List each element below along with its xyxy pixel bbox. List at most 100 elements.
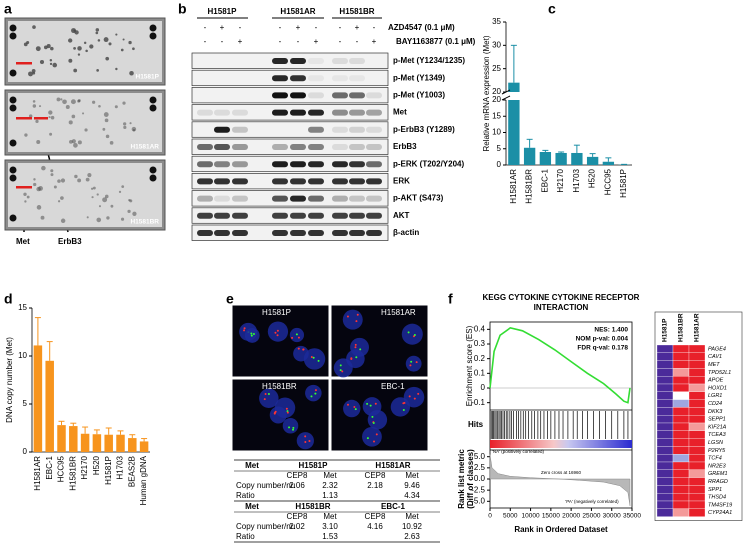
treatment-sign: - bbox=[204, 37, 207, 46]
fish-signal bbox=[303, 348, 305, 350]
array-spot bbox=[78, 53, 80, 55]
x-tick-label: 20000 bbox=[562, 513, 580, 520]
array-spot bbox=[132, 212, 136, 216]
heatmap-cell bbox=[657, 376, 673, 384]
array-spot bbox=[105, 57, 109, 61]
bar bbox=[57, 425, 65, 452]
table-subheader: Met bbox=[405, 471, 419, 480]
bar bbox=[34, 345, 42, 452]
array-spot bbox=[33, 183, 36, 186]
blot-band bbox=[332, 127, 348, 133]
treatment-sign: + bbox=[296, 23, 301, 32]
table-cell: 2.18 bbox=[367, 481, 383, 490]
table-cell: 2.63 bbox=[404, 532, 420, 541]
array-spot bbox=[73, 69, 77, 73]
fish-signal bbox=[318, 360, 320, 362]
fish-signal bbox=[287, 412, 289, 414]
heatmap-cell bbox=[673, 415, 689, 423]
blot-band bbox=[232, 127, 248, 133]
x-tick-label: H2170 bbox=[80, 455, 89, 479]
blot-band bbox=[214, 144, 230, 150]
table-cell: 9.46 bbox=[404, 481, 420, 490]
chart-title: KEGG CYTOKINE CYTOKINE RECEPTOR bbox=[483, 293, 640, 302]
array-spot bbox=[50, 63, 52, 65]
table-cell: 1.13 bbox=[322, 491, 338, 500]
blot-band bbox=[290, 178, 306, 184]
bar bbox=[45, 361, 53, 452]
array-spot bbox=[95, 32, 98, 35]
heatmap-cell bbox=[657, 423, 673, 431]
fish-signal bbox=[265, 393, 267, 395]
table-row-label: Ratio bbox=[236, 491, 255, 500]
array-spot bbox=[36, 140, 40, 144]
array-spot bbox=[129, 71, 134, 76]
array-spot bbox=[49, 116, 51, 118]
blot-band bbox=[366, 92, 382, 98]
blot-band bbox=[197, 161, 213, 167]
blot-band bbox=[214, 127, 230, 133]
nucleus bbox=[350, 338, 369, 357]
blot-band bbox=[332, 196, 348, 202]
array-spot bbox=[10, 140, 17, 147]
table-subheader: CEP8 bbox=[365, 471, 386, 480]
x-tick-label: Human gDNA bbox=[139, 455, 148, 505]
heatmap-cell bbox=[689, 439, 705, 447]
array-spot bbox=[123, 38, 125, 40]
panel-letter: a bbox=[4, 1, 12, 17]
array-spot bbox=[39, 105, 41, 107]
array-spot bbox=[24, 200, 26, 202]
y-tick-label: 5 bbox=[23, 399, 28, 408]
array-spot bbox=[33, 100, 36, 103]
blot-band bbox=[232, 230, 248, 236]
array-spot bbox=[104, 37, 109, 42]
table-cell: 2.02 bbox=[289, 522, 305, 531]
column-label: H1581BR bbox=[678, 313, 685, 342]
bar bbox=[93, 434, 101, 452]
array-spot bbox=[96, 28, 99, 31]
heatmap-cell bbox=[657, 485, 673, 493]
heatmap-cell bbox=[657, 478, 673, 486]
table-subheader: Met bbox=[405, 512, 419, 521]
fish-signal bbox=[274, 332, 276, 334]
y-tick-label: 0.2 bbox=[474, 354, 486, 363]
nucleus bbox=[283, 418, 299, 434]
blot-band bbox=[272, 213, 288, 219]
nucleus bbox=[404, 387, 425, 408]
fish-signal bbox=[408, 331, 410, 333]
array-spot bbox=[10, 167, 17, 174]
fish-signal bbox=[292, 427, 294, 429]
bar bbox=[524, 148, 535, 165]
fish-signal bbox=[347, 315, 349, 317]
blot-band bbox=[332, 110, 348, 116]
table-cell: 10.92 bbox=[402, 522, 423, 531]
fish-signal bbox=[350, 358, 352, 360]
gene-label: CD24 bbox=[708, 401, 722, 407]
fish-signal bbox=[347, 404, 349, 406]
blot-band bbox=[272, 110, 288, 116]
image-label: H1581BR bbox=[262, 382, 297, 391]
rank-colorbar bbox=[490, 440, 632, 448]
red-marker bbox=[16, 186, 32, 189]
blot-band bbox=[272, 178, 288, 184]
array-spot bbox=[10, 25, 17, 32]
blot-band bbox=[332, 230, 348, 236]
bar bbox=[128, 438, 136, 452]
heatmap-cell bbox=[657, 415, 673, 423]
blot-label: p-Met (Y1349) bbox=[393, 73, 445, 82]
blot-band bbox=[197, 196, 213, 202]
array-spot bbox=[10, 33, 17, 40]
blot-band bbox=[349, 161, 365, 167]
x-tick-label: H1581AR bbox=[33, 456, 42, 491]
chart-title: INTERACTION bbox=[534, 303, 589, 312]
blot-band bbox=[349, 75, 365, 81]
heatmap-cell bbox=[673, 470, 689, 478]
gene-label: CYP24A1 bbox=[708, 510, 732, 516]
fish-signal bbox=[277, 334, 279, 336]
x-tick-label: H1581AR bbox=[509, 169, 518, 204]
x-tick-label: H1703 bbox=[116, 455, 125, 479]
table-subheader: Met bbox=[323, 471, 337, 480]
array-spot bbox=[128, 199, 130, 201]
nucleus bbox=[362, 427, 382, 447]
y-tick-label: 0.0 bbox=[474, 474, 486, 483]
